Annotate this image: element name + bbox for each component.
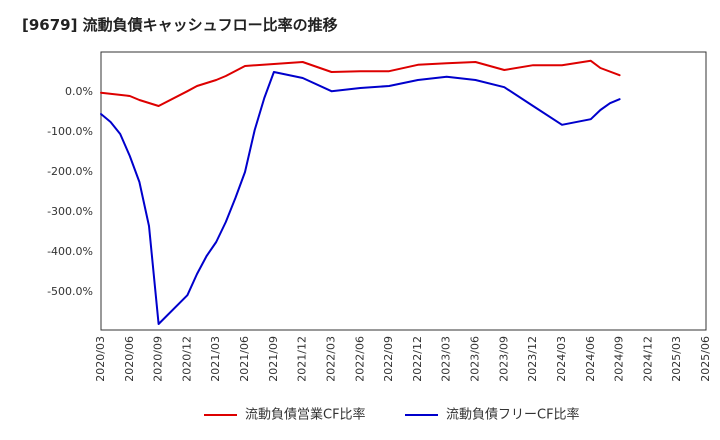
y-tick-label: -400.0% [47,245,93,258]
legend: 流動負債営業CF比率 流動負債フリーCF比率 [204,407,580,423]
x-tick-label: 2024/12 [641,336,654,382]
x-tick-label: 2022/12 [411,336,424,382]
x-axis-ticks: 2020/03 2020/06 2020/09 2020/12 2021/03 2021/… [94,336,712,382]
x-tick-label: 2020/12 [180,336,193,382]
series-layer [100,59,621,325]
x-tick-label: 2022/06 [353,336,366,382]
x-tick-label: 2023/12 [526,336,539,382]
x-tick-label: 2025/03 [670,336,683,382]
x-tick-label: 2020/09 [152,336,165,382]
x-tick-label: 2024/06 [584,336,597,382]
y-axis-ticks: 0.0% -100.0% -200.0% -300.0% -400.0% -500.0% [47,85,93,298]
legend-label-1: 流動負債営業CF比率 [245,407,366,423]
y-tick-label: 0.0% [65,85,93,98]
x-tick-label: 2024/03 [555,336,568,382]
x-tick-label: 2021/09 [267,336,280,382]
x-tick-label: 2020/03 [94,336,107,382]
x-tick-label: 2023/09 [497,336,510,382]
plot-frame [100,51,707,331]
x-tick-label: 2025/06 [699,336,712,382]
x-tick-label: 2021/03 [209,336,222,382]
x-tick-label: 2021/12 [296,336,309,382]
y-tick-label: -500.0% [47,285,93,298]
x-tick-label: 2021/06 [238,336,251,382]
series-line-2 [100,71,621,325]
y-tick-label: -200.0% [47,165,93,178]
x-tick-label: 2024/09 [613,336,626,382]
axes [100,51,707,331]
y-tick-label: -300.0% [47,205,93,218]
x-tick-label: 2023/03 [440,336,453,382]
series-line-1 [100,59,621,107]
x-tick-label: 2022/09 [382,336,395,382]
x-tick-label: 2023/06 [469,336,482,382]
x-tick-label: 2020/06 [123,336,136,382]
y-tick-label: -100.0% [47,125,93,138]
legend-label-2: 流動負債フリーCF比率 [446,407,580,423]
chart-title: [9679] 流動負債キャッシュフロー比率の推移 [22,16,338,34]
x-tick-label: 2022/03 [324,336,337,382]
